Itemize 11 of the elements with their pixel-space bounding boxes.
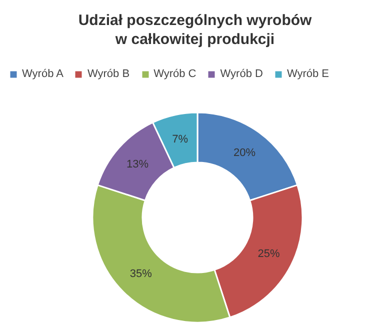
legend-label: Wyrób C	[154, 68, 196, 80]
legend-label: Wyrób A	[22, 68, 64, 80]
data-label: 25%	[258, 248, 280, 260]
data-label: 20%	[234, 146, 256, 159]
data-label: 13%	[126, 158, 149, 171]
data-label: 35%	[130, 268, 152, 280]
chart-title: Udział poszczególnych wyrobów w całkowitej produkcji	[78, 12, 312, 48]
legend-label: Wyrób B	[87, 68, 130, 80]
data-label: 7%	[172, 133, 188, 146]
legend-label: Wyrób D	[220, 68, 263, 80]
legend-label: Wyrób E	[286, 68, 330, 80]
